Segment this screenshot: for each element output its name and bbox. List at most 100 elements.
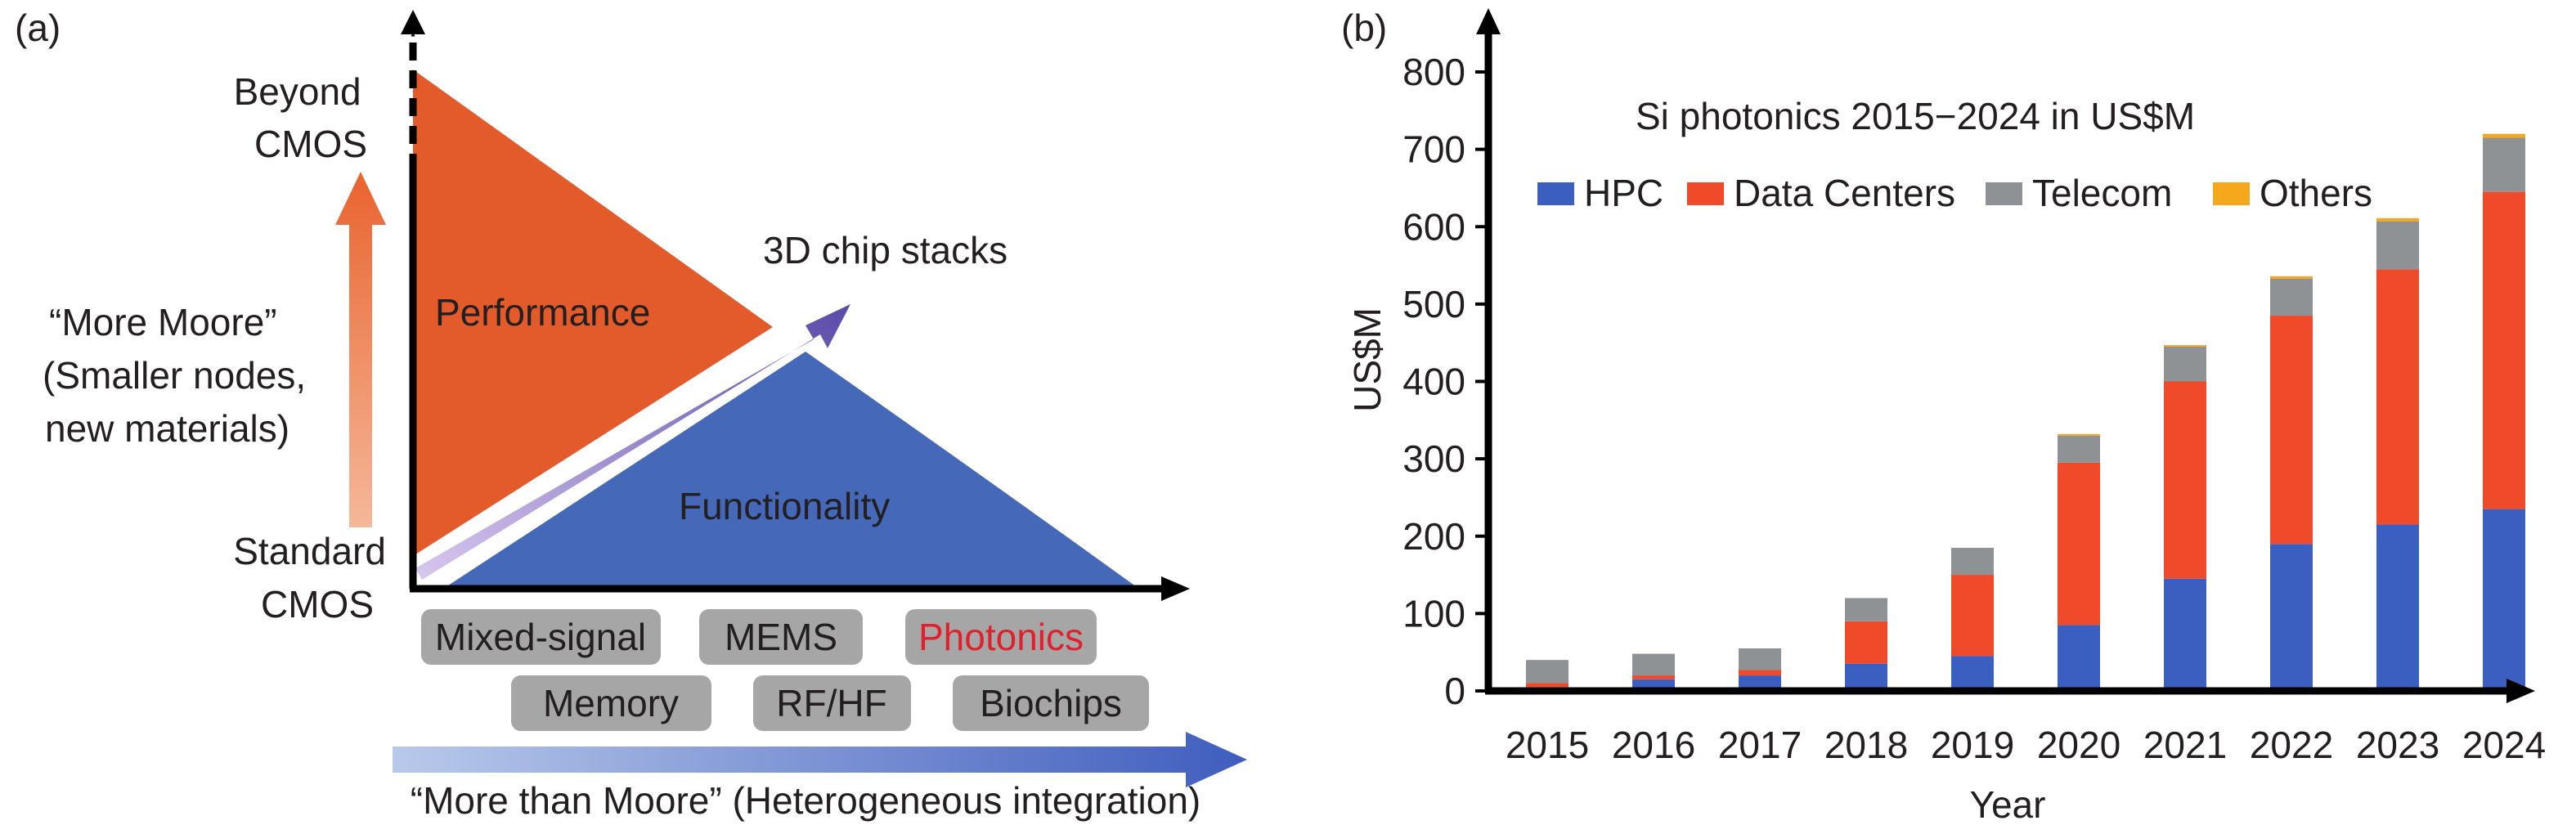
chip-box-photonics: Photonics — [905, 609, 1097, 665]
x-axis-title: Year — [1970, 783, 2046, 826]
bar-data-centers-2022 — [2270, 316, 2313, 545]
y-axis-title: US$M — [1346, 307, 1389, 412]
y-ticks: 0 100 200 300 400 500 600 700 800 — [1402, 51, 1488, 712]
bar-hpc-2023 — [2376, 524, 2419, 691]
panel-a: (a) Performance Functionality 3D chip st… — [15, 7, 1247, 822]
x-tick-label: 2021 — [2143, 724, 2227, 766]
legend-label-hpc: HPC — [1584, 172, 1663, 214]
bar-hpc-2021 — [2164, 578, 2206, 691]
x-tick-label: 2023 — [2356, 724, 2439, 766]
y-tick-label: 800 — [1402, 51, 1465, 93]
functionality-triangle — [446, 352, 1137, 587]
y-tick-label: 100 — [1402, 592, 1465, 634]
bar-data-centers-2017 — [1739, 670, 1781, 676]
bar-telecom-2023 — [2376, 221, 2419, 270]
bar-telecom-2020 — [2058, 435, 2100, 463]
chip-box-biochips: Biochips — [953, 675, 1149, 731]
more-moore-label: “More Moore” (Smaller nodes, new materia… — [43, 301, 316, 450]
x-tick-label: 2024 — [2462, 724, 2546, 766]
bar-telecom-2018 — [1845, 598, 1887, 621]
bar-hpc-2024 — [2483, 509, 2525, 691]
bar-telecom-2024 — [2483, 137, 2525, 192]
panel-b-label: (b) — [1341, 7, 1387, 49]
svg-text:MEMS: MEMS — [725, 616, 837, 658]
chip-box-rf-hf: RF/HF — [753, 675, 911, 731]
chart-title: Si photonics 2015−2024 in US$M — [1636, 95, 2195, 137]
x-tick-label: 2018 — [1824, 724, 1908, 766]
legend-swatch-hpc — [1537, 182, 1574, 205]
bar-data-centers-2023 — [2376, 269, 2419, 525]
x-ticks: 2015 2016 2017 2018 2019 2020 2021 2022 2023 2024 — [1506, 724, 2546, 766]
y-tick-label: 300 — [1402, 437, 1465, 480]
panel-a-label: (a) — [15, 7, 61, 49]
chip-stack-arrow — [415, 304, 850, 580]
axis-y-b-arrowhead — [1476, 8, 1501, 34]
bar-others-2024 — [2483, 133, 2525, 138]
bar-telecom-2021 — [2164, 346, 2206, 382]
more-moore-arrow — [335, 172, 386, 527]
svg-text:Biochips: Biochips — [980, 682, 1122, 724]
beyond-cmos-label: Beyond CMOS — [234, 70, 372, 165]
bars-layer — [1526, 133, 2525, 691]
bar-others-2021 — [2164, 345, 2206, 347]
axis-y-arrowhead — [401, 10, 425, 34]
bar-hpc-2019 — [1951, 656, 1994, 691]
bar-data-centers-2018 — [1845, 621, 1887, 664]
y-tick-label: 500 — [1402, 283, 1465, 325]
functionality-label: Functionality — [679, 485, 890, 527]
bar-telecom-2022 — [2270, 278, 2313, 316]
y-tick-label: 700 — [1402, 128, 1465, 171]
bar-hpc-2020 — [2058, 625, 2100, 691]
x-tick-label: 2016 — [1612, 724, 1695, 766]
svg-text:Memory: Memory — [543, 682, 679, 724]
performance-triangle — [413, 70, 773, 556]
chip-box-mems: MEMS — [699, 609, 863, 665]
x-tick-label: 2020 — [2037, 724, 2120, 766]
y-tick-label: 200 — [1402, 515, 1465, 558]
bar-telecom-2016 — [1632, 653, 1675, 676]
legend-swatch-others — [2213, 182, 2250, 205]
chip-box-mixed-signal: Mixed-signal — [421, 609, 661, 665]
bar-telecom-2019 — [1951, 547, 1994, 576]
x-tick-label: 2022 — [2250, 724, 2333, 766]
legend-label-others: Others — [2260, 172, 2372, 214]
legend-label-telecom: Telecom — [2032, 172, 2172, 214]
svg-text:RF/HF: RF/HF — [776, 682, 886, 724]
more-than-moore-label: “More than Moore” (Heterogeneous integra… — [411, 779, 1201, 822]
chip-stacks-label: 3D chip stacks — [763, 229, 1008, 271]
performance-label: Performance — [435, 291, 650, 334]
y-tick-label: 400 — [1402, 361, 1465, 403]
bar-hpc-2022 — [2270, 544, 2313, 691]
bar-data-centers-2021 — [2164, 381, 2206, 579]
bar-telecom-2017 — [1739, 648, 1781, 670]
bar-data-centers-2019 — [1951, 575, 1994, 657]
y-tick-label: 0 — [1444, 670, 1465, 712]
more-than-moore-arrow — [393, 732, 1247, 787]
legend-swatch-data-centers — [1687, 182, 1724, 205]
axis-x-b-arrowhead — [2506, 679, 2535, 703]
x-tick-label: 2017 — [1718, 724, 1802, 766]
chip-box-memory: Memory — [511, 675, 711, 731]
legend: HPC Data Centers Telecom Others — [1537, 172, 2372, 214]
bar-hpc-2017 — [1739, 675, 1781, 691]
x-tick-label: 2019 — [1931, 724, 2014, 766]
y-tick-label: 600 — [1402, 205, 1465, 248]
legend-label-data-centers: Data Centers — [1734, 172, 1955, 214]
bar-data-centers-2015 — [1526, 683, 1568, 688]
standard-cmos-label: Standard CMOS — [233, 530, 396, 626]
bar-data-centers-2016 — [1632, 675, 1675, 679]
svg-text:Photonics: Photonics — [918, 616, 1084, 658]
panel-b: (b) Si photonics 2015−2024 in US$M HPC D… — [1341, 7, 2546, 826]
legend-swatch-telecom — [1986, 182, 2022, 205]
bar-others-2022 — [2270, 276, 2313, 279]
x-tick-label: 2015 — [1506, 724, 1589, 766]
axis-x-arrowhead — [1161, 576, 1190, 601]
bar-telecom-2015 — [1526, 660, 1568, 684]
bar-others-2020 — [2058, 433, 2100, 436]
bar-data-centers-2020 — [2058, 462, 2100, 626]
bar-hpc-2018 — [1845, 663, 1887, 691]
bar-others-2023 — [2376, 217, 2419, 222]
bar-data-centers-2024 — [2483, 191, 2525, 509]
svg-text:Mixed-signal: Mixed-signal — [435, 616, 646, 658]
